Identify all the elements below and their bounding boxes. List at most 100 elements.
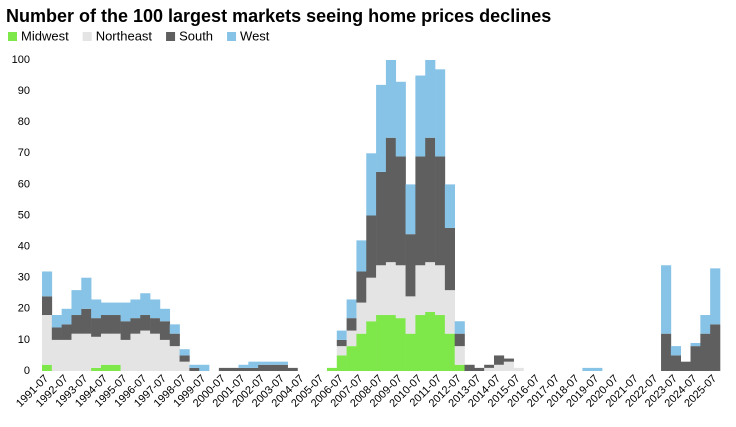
bar-segment	[110, 364, 121, 371]
bar-segment	[366, 215, 377, 278]
legend-swatch	[82, 32, 92, 41]
bar-segment	[228, 367, 239, 371]
bar-segment	[140, 315, 151, 331]
bar-segment	[326, 367, 338, 371]
legend-swatch	[8, 32, 17, 41]
bar-segment	[513, 367, 524, 371]
bar-segment	[395, 265, 406, 319]
bar-segment	[238, 367, 249, 371]
bar-segment	[81, 308, 92, 334]
bar-segment	[71, 290, 82, 316]
bar-segment	[690, 343, 701, 347]
bar-segment	[474, 367, 485, 371]
bar-segment	[680, 361, 691, 371]
bar-segment	[110, 302, 121, 316]
bar-segment	[395, 156, 406, 266]
bar-segment	[189, 367, 200, 371]
bar-segment	[61, 308, 72, 325]
bar-segment	[71, 315, 82, 334]
bar-segment	[385, 262, 397, 316]
bar-segment	[405, 333, 416, 371]
bar-segment	[464, 364, 475, 371]
legend-swatch	[166, 32, 176, 41]
y-tick-label: 100	[12, 54, 30, 66]
bar-segment	[169, 346, 180, 371]
bar-segment	[150, 333, 161, 371]
bar-segment	[238, 364, 249, 368]
y-tick-label: 40	[18, 241, 30, 253]
bar-segment	[159, 321, 171, 340]
legend-swatch	[227, 32, 237, 41]
bar-segment	[140, 330, 151, 371]
bar-segment	[100, 315, 112, 334]
bar-segment	[356, 302, 367, 334]
bar-segment	[592, 367, 603, 371]
bar-segment	[356, 271, 367, 303]
bar-segment	[61, 339, 72, 371]
bar-segment	[435, 69, 446, 157]
bar-segment	[670, 346, 681, 356]
bar-segment	[81, 333, 92, 371]
bar-segment	[81, 277, 92, 309]
bar-segment	[700, 315, 711, 334]
bar-segment	[42, 315, 53, 365]
bar-segment	[444, 227, 455, 291]
bar-segment	[444, 290, 455, 334]
bar-segment	[268, 361, 279, 365]
bar-segment	[258, 361, 269, 365]
bar-segment	[91, 336, 102, 368]
bar-segment	[425, 137, 436, 263]
bar-segment	[218, 367, 229, 371]
legend-label: Midwest	[21, 28, 69, 43]
bar-segment	[700, 333, 711, 371]
plot-area: 01020304050607080901001991-071992-071993…	[12, 54, 721, 410]
bar-segment	[42, 296, 53, 316]
bar-segment	[395, 81, 406, 157]
bar-segment	[494, 355, 505, 365]
legend-label: Northeast	[96, 28, 153, 43]
bar-segment	[110, 333, 121, 365]
y-tick-label: 0	[24, 365, 30, 377]
bar-segment	[425, 262, 436, 312]
bar-segment	[51, 327, 62, 340]
y-tick-label: 50	[18, 209, 30, 221]
bar-segment	[366, 153, 377, 216]
bar-segment	[150, 299, 161, 319]
bar-segment	[42, 364, 53, 371]
bar-segment	[405, 184, 416, 235]
bar-segment	[503, 361, 514, 371]
bar-segment	[100, 302, 112, 316]
bar-segment	[110, 315, 121, 334]
bar-segment	[199, 364, 210, 371]
bar-segment	[690, 346, 701, 371]
bar-segment	[140, 293, 151, 316]
bar-segment	[366, 277, 377, 322]
bar-segment	[120, 339, 131, 371]
bar-segment	[179, 361, 190, 371]
bar-segment	[484, 367, 495, 371]
bar-segment	[454, 321, 465, 334]
bar-segment	[189, 364, 200, 368]
bar-segment	[435, 265, 446, 316]
bar-segment	[120, 321, 131, 340]
bar-segment	[376, 265, 387, 316]
bar-segment	[670, 355, 681, 371]
bar-segment	[336, 355, 347, 371]
bar-segment	[710, 268, 721, 325]
bar-segment	[405, 296, 416, 334]
y-tick-label: 30	[18, 272, 30, 284]
bar-segment	[435, 315, 446, 371]
bar-segment	[346, 330, 357, 347]
bar-segment	[130, 318, 141, 334]
bar-segment	[130, 333, 141, 371]
y-tick-label: 70	[18, 147, 30, 159]
bar-segment	[356, 333, 367, 371]
bar-segment	[425, 60, 436, 138]
bar-segment	[415, 265, 426, 316]
bar-segment	[258, 364, 269, 371]
y-tick-label: 90	[18, 85, 30, 97]
bar-segment	[169, 324, 180, 334]
bar-segment	[336, 346, 347, 356]
bar-segment	[248, 367, 259, 371]
